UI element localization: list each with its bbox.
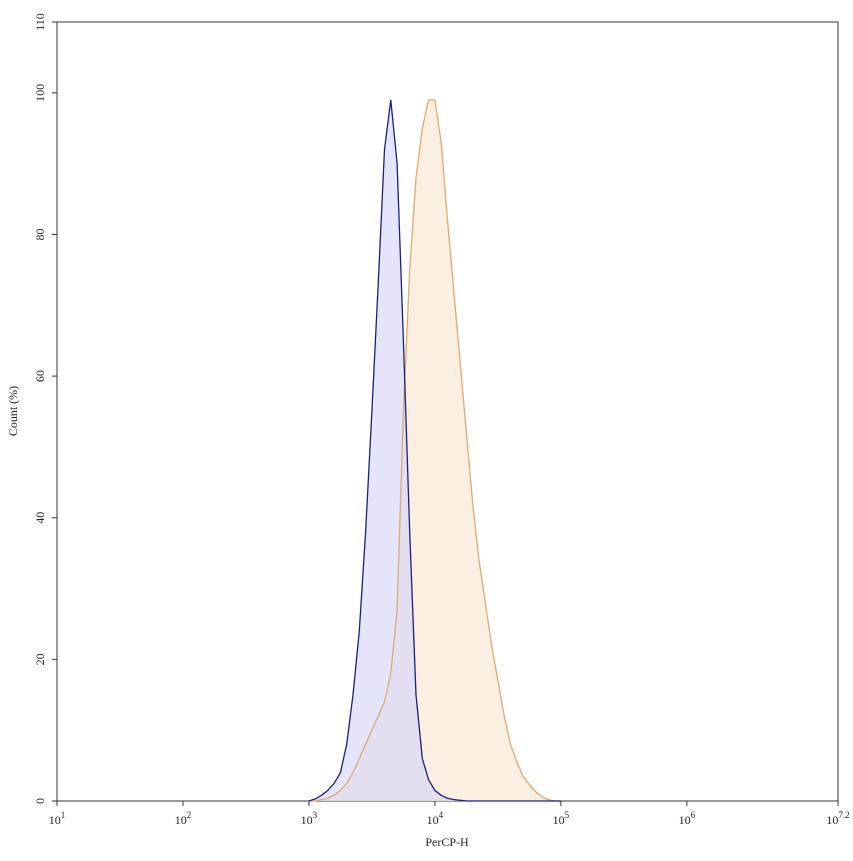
x-tick-label: 102 <box>175 810 192 827</box>
x-tick-exponent: 7.2 <box>838 810 849 820</box>
x-tick-base: 10 <box>175 813 187 827</box>
x-tick-label: 105 <box>553 810 570 827</box>
y-tick-label: 0 <box>33 798 47 804</box>
y-tick-label: 40 <box>33 512 47 524</box>
x-tick-exponent: 4 <box>439 810 444 820</box>
x-axis-label: PerCP-H <box>425 835 469 849</box>
y-tick-label: 80 <box>33 228 47 240</box>
y-axis-label: Count (%) <box>6 386 20 436</box>
x-tick-base: 10 <box>679 813 691 827</box>
x-tick-label: 104 <box>427 810 444 827</box>
x-tick-base: 10 <box>826 813 838 827</box>
x-tick-label: 101 <box>49 810 66 827</box>
y-tick-label: 100 <box>33 84 47 102</box>
x-tick-exponent: 5 <box>565 810 570 820</box>
x-tick-exponent: 6 <box>691 810 696 820</box>
x-tick-label: 103 <box>301 810 318 827</box>
x-tick-label: 107.2 <box>826 810 849 827</box>
series-line <box>308 99 561 802</box>
y-tick-label: 60 <box>33 370 47 382</box>
x-tick-base: 10 <box>49 813 61 827</box>
series-line <box>308 99 561 802</box>
x-tick-base: 10 <box>301 813 313 827</box>
x-tick-exponent: 1 <box>61 810 66 820</box>
x-tick-label: 106 <box>679 810 696 827</box>
area-fill <box>308 99 561 801</box>
x-tick-exponent: 2 <box>187 810 192 820</box>
x-tick-exponent: 3 <box>313 810 318 820</box>
x-tick-base: 10 <box>427 813 439 827</box>
area-fill <box>308 99 561 801</box>
y-tick-label: 20 <box>33 653 47 665</box>
y-tick-label: 110 <box>33 13 47 31</box>
x-tick-base: 10 <box>553 813 565 827</box>
